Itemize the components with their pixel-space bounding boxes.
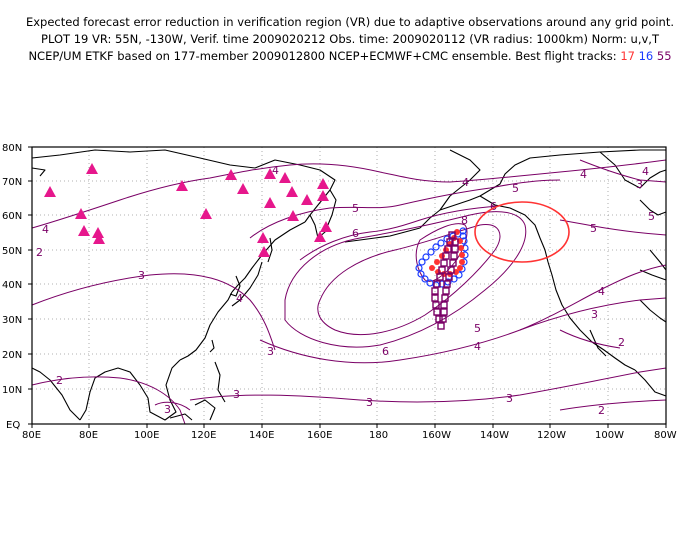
axis-ticks — [28, 146, 667, 428]
header-line-3: NCEP/UM ETKF based on 177-member 2009012… — [0, 48, 700, 65]
lat-label: 70N — [2, 177, 22, 188]
lon-label: 80E — [79, 430, 98, 441]
contour-label: 2 — [36, 246, 43, 259]
lat-label: 20N — [2, 350, 22, 361]
contour-label: 5 — [590, 222, 597, 235]
lat-label: 80N — [2, 143, 22, 154]
contour-label: 3 — [366, 396, 373, 409]
lon-label: 80E — [22, 430, 41, 441]
figure-header: Expected forecast error reduction in ver… — [0, 14, 700, 65]
gridlines — [32, 147, 666, 424]
lon-label: 160E — [307, 430, 332, 441]
contour-label: 4 — [642, 165, 649, 178]
contour-label: 4 — [474, 340, 481, 353]
contour-label: 3 — [233, 388, 240, 401]
contour-label: 4 — [580, 168, 587, 181]
lat-label: 30N — [2, 315, 22, 326]
contour-label: 3 — [591, 308, 598, 321]
lat-label: 50N — [2, 246, 22, 257]
track-16-label: 16 — [638, 49, 654, 63]
track-55-label: 55 — [656, 49, 672, 63]
lat-label: EQ — [6, 420, 20, 431]
lat-label: 10N — [2, 385, 22, 396]
lon-label: 100E — [134, 430, 159, 441]
lon-label: 100W — [595, 430, 624, 441]
contour-label: 3 — [138, 269, 145, 282]
contour-label: 4 — [42, 223, 49, 236]
contour-label: 6 — [382, 345, 389, 358]
lon-label: 160W — [422, 430, 451, 441]
contour-label: 8 — [461, 214, 468, 227]
contour-label: 5 — [474, 322, 481, 335]
contour-label: 4 — [462, 176, 469, 189]
contour-label: 5 — [352, 202, 359, 215]
contour-label: 5 — [512, 182, 519, 195]
contour-label: 4 — [272, 164, 279, 177]
flight-track-55 — [431, 231, 459, 330]
contour-label: 4 — [236, 292, 243, 305]
contour-lines — [31, 159, 667, 425]
latitude-labels: 80N 70N 60N 50N 40N 30N 20N 10N EQ — [2, 143, 22, 431]
lat-label: 60N — [2, 211, 22, 222]
lon-label: 120W — [537, 430, 566, 441]
contour-label: 4 — [598, 285, 605, 298]
contour-label: 3 — [164, 403, 171, 416]
lon-label: 140W — [480, 430, 509, 441]
lon-label: 140E — [249, 430, 274, 441]
contour-label: 6 — [490, 200, 497, 213]
map-frame — [31, 146, 667, 425]
longitude-labels: 80E 80E 100E 120E 140E 160E 180 160W 140… — [22, 430, 677, 441]
contour-label: 6 — [352, 227, 359, 240]
contour-label: 3 — [636, 178, 643, 191]
observation-triangles — [44, 163, 332, 257]
verification-region-circle — [474, 201, 570, 263]
lon-label: 80W — [654, 430, 677, 441]
lon-label: 180 — [369, 430, 388, 441]
header-line-2: PLOT 19 VR: 55N, -130W, Verif. time 2009… — [41, 32, 659, 46]
lat-label: 40N — [2, 280, 22, 291]
contour-label-group: 4 4 4 4 5 5 6 6 8 5 4 3 3 3 3 3 2 2 2 3 … — [36, 164, 655, 417]
contour-label: 2 — [598, 404, 605, 417]
track-17-label: 17 — [620, 49, 635, 63]
contour-label: 2 — [618, 336, 625, 349]
contour-label: 3 — [267, 345, 274, 358]
header-line-3-text: NCEP/UM ETKF based on 177-member 2009012… — [28, 49, 617, 63]
contour-label: 3 — [506, 392, 513, 405]
contour-label: 2 — [56, 374, 63, 387]
header-line-1: Expected forecast error reduction in ver… — [25, 15, 675, 29]
contour-label: 5 — [648, 210, 655, 223]
lon-label: 120E — [191, 430, 216, 441]
